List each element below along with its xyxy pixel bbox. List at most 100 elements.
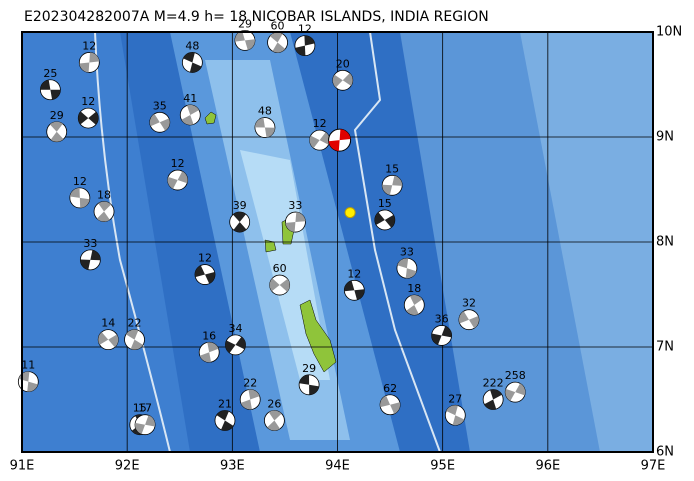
- beachball-quadrant: [458, 311, 469, 324]
- beachball-quadrant: [319, 132, 330, 145]
- y-tick-label: 7N: [656, 340, 674, 355]
- beachball-quadrant: [272, 42, 286, 53]
- beachball-quadrant: [89, 52, 100, 63]
- beachball-quadrant: [344, 280, 355, 292]
- beachball-quadrant: [27, 381, 38, 392]
- map-title: E202304282007A M=4.9 h= 18 NICOBAR ISLAN…: [24, 9, 489, 25]
- beachball-quadrant: [406, 305, 419, 315]
- beachball-quadrant: [392, 175, 403, 186]
- events: 2529121212183314111517354841121222163429…: [17, 17, 526, 436]
- depth-label: 29: [238, 17, 252, 30]
- beachball-quadrant: [515, 383, 526, 396]
- beachball-quadrant: [50, 89, 61, 100]
- depth-label: 29: [50, 109, 64, 122]
- beachball-quadrant: [309, 384, 319, 395]
- depth-label: 15: [385, 162, 399, 175]
- beachball-quadrant: [96, 211, 110, 222]
- x-tick-label: 92E: [115, 459, 140, 474]
- beachball-quadrant: [50, 131, 64, 142]
- depth-label: 32: [462, 297, 476, 310]
- depth-label: 33: [400, 245, 414, 258]
- x-tick-label: 93E: [220, 459, 245, 474]
- depth-label: 48: [258, 105, 272, 118]
- beachball-quadrant: [328, 140, 340, 152]
- depth-label: 12: [82, 39, 96, 52]
- depth-label: 62: [383, 382, 397, 395]
- beachball-quadrant: [177, 171, 188, 184]
- depth-label: 14: [101, 317, 115, 330]
- beachball-quadrant: [79, 62, 90, 73]
- beachball-quadrant: [484, 399, 497, 410]
- beachball-quadrant: [279, 278, 290, 292]
- beachball-quadrant: [295, 212, 306, 223]
- depth-label: 26: [267, 398, 281, 411]
- beachball-quadrant: [441, 326, 452, 338]
- x-tick-label: 96E: [535, 459, 560, 474]
- beachball-quadrant: [80, 259, 91, 270]
- beachball-quadrant: [199, 352, 212, 363]
- beachball-quadrant: [78, 111, 89, 125]
- beachball-quadrant: [40, 79, 51, 90]
- beachball-quadrant: [446, 405, 458, 416]
- x-tick-label: 91E: [10, 459, 35, 474]
- beachball-quadrant: [221, 420, 234, 431]
- y-tick-label: 10N: [656, 25, 682, 40]
- beachball-quadrant: [267, 420, 280, 431]
- depth-label: 222: [483, 377, 504, 390]
- depth-label: 11: [21, 359, 35, 372]
- depth-label: 12: [347, 267, 361, 280]
- beachball-quadrant: [167, 176, 178, 189]
- beachball-quadrant: [207, 342, 219, 353]
- depth-label: 16: [202, 329, 216, 342]
- beachball-quadrant: [285, 222, 296, 232]
- beachball-quadrant: [505, 388, 516, 401]
- depth-label: 12: [171, 157, 185, 170]
- beachball-quadrant: [269, 278, 280, 292]
- beachball-quadrant: [409, 295, 423, 305]
- depth-label: 36: [435, 312, 449, 325]
- beachball-quadrant: [233, 212, 246, 223]
- beachball-quadrant: [354, 289, 365, 300]
- depth-label: 21: [218, 398, 232, 411]
- beachball-quadrant: [108, 334, 119, 348]
- depth-label: 18: [97, 189, 111, 202]
- beachball-quadrant: [405, 268, 417, 279]
- depth-label: 12: [81, 95, 95, 108]
- beachball-quadrant: [390, 402, 401, 414]
- beachball-quadrant: [194, 265, 205, 278]
- depth-label: 35: [153, 99, 167, 112]
- y-tick-label: 8N: [656, 235, 674, 250]
- depth-label: 41: [183, 92, 197, 105]
- beachball-quadrant: [79, 197, 90, 208]
- beachball-quadrant: [268, 410, 282, 421]
- beachball-quadrant: [342, 73, 353, 86]
- beachball-quadrant: [384, 214, 395, 228]
- beachball-quadrant: [225, 340, 236, 353]
- beachball-quadrant: [269, 32, 283, 43]
- beachball-quadrant: [187, 104, 199, 115]
- beachball-quadrant: [304, 35, 315, 46]
- beachball-quadrant: [126, 329, 139, 340]
- depth-label: 15: [133, 402, 147, 415]
- beachball-quadrant: [69, 187, 80, 198]
- beachball-quadrant: [233, 222, 247, 233]
- depth-label: 25: [43, 67, 57, 80]
- beachball-quadrant: [431, 333, 442, 345]
- beachball-quadrant: [234, 30, 245, 42]
- depth-label: 34: [228, 322, 242, 335]
- depth-label: 18: [407, 282, 421, 295]
- beachball-quadrant: [299, 374, 310, 385]
- beachball-quadrant: [135, 422, 146, 435]
- beachball-quadrant: [382, 184, 393, 195]
- depth-label: 60: [271, 20, 285, 33]
- beachball-quadrant: [374, 212, 385, 225]
- depth-label: 258: [505, 369, 526, 382]
- depth-label: 39: [233, 199, 247, 212]
- y-tick-label: 6N: [656, 445, 674, 460]
- beachball-quadrant: [332, 74, 343, 88]
- beachball-quadrant: [240, 399, 252, 410]
- x-tick-label: 95E: [430, 459, 455, 474]
- epicenter: [344, 207, 356, 219]
- depth-label: 48: [185, 39, 199, 52]
